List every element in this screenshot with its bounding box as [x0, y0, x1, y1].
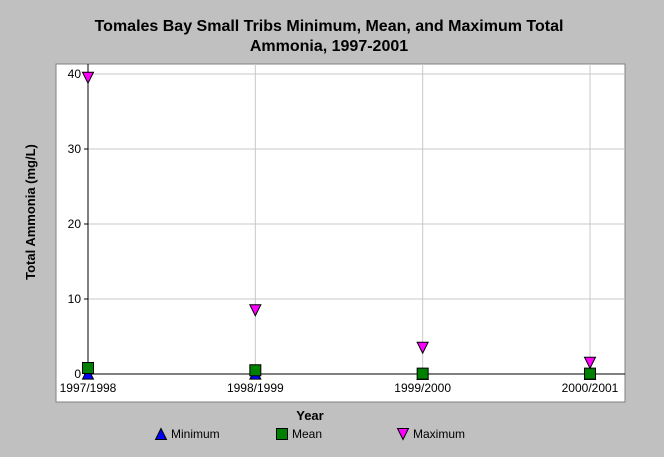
x-axis-ticks: 1997/1998 1998/1999 1999/2000 2000/2001 [60, 374, 619, 395]
data-point-maximum [583, 356, 597, 370]
y-tick-label: 10 [68, 292, 82, 306]
chart-title-line-1: Tomales Bay Small Tribs Minimum, Mean, a… [95, 18, 564, 35]
data-point-mean [82, 362, 94, 374]
grid-lines [88, 64, 625, 374]
data-point-maximum [81, 71, 95, 85]
x-tick-label: 2000/2001 [562, 381, 619, 395]
legend-label-minimum: Minimum [171, 427, 220, 441]
data-point-mean [416, 367, 429, 380]
x-tick-label: 1998/1999 [227, 381, 284, 395]
legend: Minimum Mean Maximum [154, 427, 465, 441]
y-tick-label: 20 [68, 217, 82, 231]
x-axis-label: Year [296, 408, 323, 423]
chart-title-line-2: Ammonia, 1997-2001 [250, 38, 408, 55]
y-tick-label: 0 [74, 367, 81, 381]
x-tick-label: 1999/2000 [394, 381, 451, 395]
y-tick-label: 40 [68, 67, 82, 81]
y-axis-ticks: 0 10 20 30 40 [68, 67, 88, 381]
legend-label-mean: Mean [292, 427, 322, 441]
y-tick-label: 30 [68, 142, 82, 156]
legend-label-maximum: Maximum [413, 427, 465, 441]
data-point-maximum [249, 304, 262, 317]
data-points [81, 71, 597, 380]
y-axis-label: Total Ammonia (mg/L) [23, 144, 38, 280]
data-point-mean [584, 367, 596, 380]
axes [87, 64, 625, 375]
legend-marker-minimum [154, 427, 168, 440]
data-point-mean [249, 364, 262, 377]
data-point-maximum [416, 341, 429, 355]
legend-marker-mean [276, 428, 288, 440]
plot-area [55, 63, 626, 403]
x-tick-label: 1997/1998 [60, 381, 117, 395]
legend-marker-maximum [396, 428, 410, 441]
